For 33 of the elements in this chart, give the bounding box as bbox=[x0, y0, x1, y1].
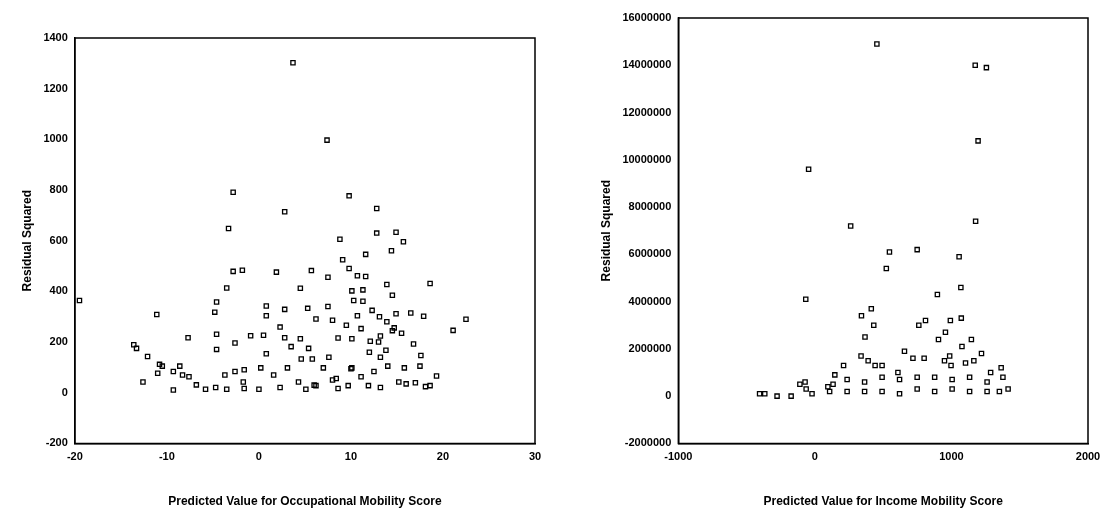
x-axis-title: Predicted Value for Income Mobility Score bbox=[763, 494, 1004, 509]
y-tick-label: 1200 bbox=[43, 81, 68, 94]
x-axis-title: Predicted Value for Occupational Mobility Score bbox=[168, 494, 442, 509]
x-tick-label: 2000 bbox=[1075, 450, 1101, 463]
y-tick-label: 16000000 bbox=[622, 11, 672, 24]
x-tick-label: -1000 bbox=[664, 450, 693, 463]
y-tick-label: 1000 bbox=[43, 132, 68, 145]
y-axis-title: Residual Squared bbox=[598, 180, 613, 282]
x-tick-label: 20 bbox=[436, 450, 450, 463]
y-tick-label: 400 bbox=[49, 284, 68, 297]
y-tick-label: 8000000 bbox=[628, 200, 672, 213]
y-tick-label: 10000000 bbox=[622, 152, 672, 165]
y-tick-label: 2000000 bbox=[628, 341, 672, 354]
x-tick-label: 30 bbox=[528, 450, 542, 463]
y-axis-title: Residual Squared bbox=[19, 190, 34, 292]
y-tick-label: 6000000 bbox=[628, 247, 672, 260]
y-tick-label: -2000000 bbox=[624, 436, 672, 449]
y-tick-label: 1400 bbox=[43, 31, 68, 44]
y-tick-label: 0 bbox=[665, 389, 672, 402]
y-tick-label: 14000000 bbox=[622, 58, 672, 71]
x-tick-label: -20 bbox=[66, 450, 83, 463]
y-tick-label: 4000000 bbox=[628, 294, 672, 307]
x-tick-label: 10 bbox=[344, 450, 358, 463]
y-tick-label: 800 bbox=[49, 183, 68, 196]
y-tick-label: 600 bbox=[49, 233, 68, 246]
x-tick-label: -10 bbox=[158, 450, 175, 463]
y-tick-label: 0 bbox=[61, 385, 68, 398]
y-tick-label: 200 bbox=[49, 335, 68, 348]
y-tick-label: -200 bbox=[45, 436, 68, 449]
x-tick-label: 0 bbox=[255, 450, 262, 463]
x-tick-label: 1000 bbox=[939, 450, 964, 463]
x-tick-label: 0 bbox=[811, 450, 818, 463]
y-tick-label: 12000000 bbox=[622, 105, 672, 118]
